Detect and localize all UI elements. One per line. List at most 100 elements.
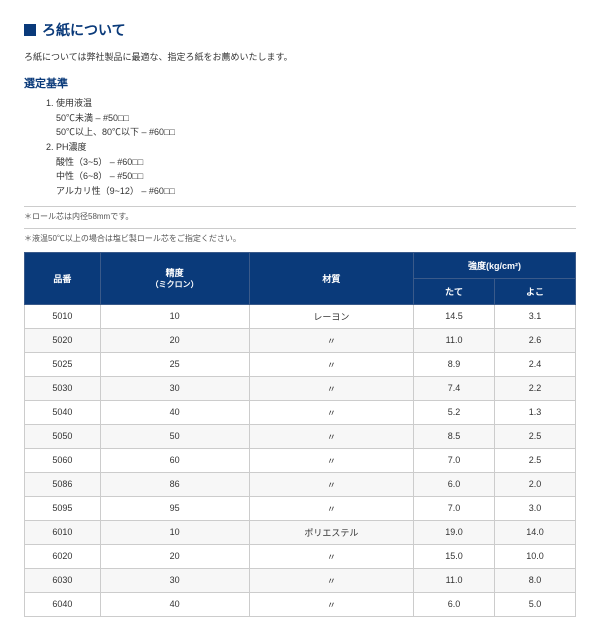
table-cell: 3.1 (495, 304, 576, 328)
table-cell: 30 (100, 376, 249, 400)
table-cell: 〃 (249, 496, 414, 520)
table-cell: 5.0 (495, 592, 576, 616)
table-cell: 6.0 (414, 472, 495, 496)
criteria-line: 50℃未満 – #50□□ (56, 111, 576, 125)
table-cell: 2.5 (495, 448, 576, 472)
table-cell: 2.5 (495, 424, 576, 448)
table-cell: 25 (100, 352, 249, 376)
criteria-item: PH濃度酸性（3~5） – #60□□中性（6~8） – #50□□アルカリ性（… (56, 141, 576, 198)
table-cell: 8.9 (414, 352, 495, 376)
table-cell: 86 (100, 472, 249, 496)
criteria-item: 使用液温50℃未満 – #50□□50℃以上、80℃以下 – #60□□ (56, 97, 576, 139)
table-cell: 6040 (25, 592, 101, 616)
th-strength-h: よこ (495, 278, 576, 304)
criteria-heading: 選定基準 (24, 75, 576, 91)
table-cell: 5040 (25, 400, 101, 424)
table-cell: 10 (100, 520, 249, 544)
table-cell: 3.0 (495, 496, 576, 520)
th-strength-v: たて (414, 278, 495, 304)
table-row: 603030〃11.08.0 (25, 568, 576, 592)
divider (24, 206, 576, 207)
table-cell: 5095 (25, 496, 101, 520)
table-cell: 5.2 (414, 400, 495, 424)
table-row: 504040〃5.21.3 (25, 400, 576, 424)
table-cell: 6010 (25, 520, 101, 544)
table-cell: 〃 (249, 328, 414, 352)
table-cell: 10.0 (495, 544, 576, 568)
table-row: 503030〃7.42.2 (25, 376, 576, 400)
table-cell: 20 (100, 544, 249, 568)
table-cell: 5060 (25, 448, 101, 472)
criteria-line: 50℃以上、80℃以下 – #60□□ (56, 125, 576, 139)
note-2: ＊液温50℃以上の場合は塩ビ製ロール芯をご指定ください。 (24, 233, 576, 244)
table-body: 501010レーヨン14.53.1502020〃11.02.6502525〃8.… (25, 304, 576, 616)
table-row: 502525〃8.92.4 (25, 352, 576, 376)
table-cell: 〃 (249, 592, 414, 616)
th-product: 品番 (25, 252, 101, 304)
table-cell: 〃 (249, 544, 414, 568)
table-cell: 2.6 (495, 328, 576, 352)
table-cell: 〃 (249, 352, 414, 376)
table-cell: 19.0 (414, 520, 495, 544)
divider (24, 228, 576, 229)
table-row: 501010レーヨン14.53.1 (25, 304, 576, 328)
table-cell: 7.0 (414, 496, 495, 520)
table-cell: 11.0 (414, 568, 495, 592)
table-cell: 30 (100, 568, 249, 592)
table-cell: 5086 (25, 472, 101, 496)
table-cell: 〃 (249, 424, 414, 448)
table-cell: 5025 (25, 352, 101, 376)
table-cell: レーヨン (249, 304, 414, 328)
table-cell: 8.0 (495, 568, 576, 592)
th-strength: 強度(kg/cm²) (414, 252, 576, 278)
table-cell: 5050 (25, 424, 101, 448)
table-cell: 6030 (25, 568, 101, 592)
table-cell: 〃 (249, 472, 414, 496)
note-1: ＊ロール芯は内径58mmです。 (24, 211, 576, 222)
table-cell: 11.0 (414, 328, 495, 352)
criteria-line: 酸性（3~5） – #60□□ (56, 155, 576, 169)
table-cell: 14.5 (414, 304, 495, 328)
table-cell: 2.0 (495, 472, 576, 496)
table-cell: 2.4 (495, 352, 576, 376)
table-cell: 〃 (249, 376, 414, 400)
table-cell: 20 (100, 328, 249, 352)
table-cell: 5030 (25, 376, 101, 400)
table-row: 602020〃15.010.0 (25, 544, 576, 568)
table-cell: 95 (100, 496, 249, 520)
table-cell: 50 (100, 424, 249, 448)
table-cell: 10 (100, 304, 249, 328)
table-cell: 6.0 (414, 592, 495, 616)
table-cell: 1.3 (495, 400, 576, 424)
table-cell: 15.0 (414, 544, 495, 568)
table-row: 505050〃8.52.5 (25, 424, 576, 448)
title-square-icon (24, 24, 36, 36)
table-cell: 8.5 (414, 424, 495, 448)
table-cell: ポリエステル (249, 520, 414, 544)
table-row: 508686〃6.02.0 (25, 472, 576, 496)
table-cell: 7.4 (414, 376, 495, 400)
criteria-list: 使用液温50℃未満 – #50□□50℃以上、80℃以下 – #60□□PH濃度… (24, 97, 576, 198)
table-cell: 7.0 (414, 448, 495, 472)
intro-text: ろ紙については弊社製品に最適な、指定ろ紙をお薦めいたします。 (24, 50, 576, 63)
th-material: 材質 (249, 252, 414, 304)
th-precision-label: 精度 (166, 268, 184, 278)
criteria-line: アルカリ性（9~12） – #60□□ (56, 184, 576, 198)
table-row: 502020〃11.02.6 (25, 328, 576, 352)
table-cell: 〃 (249, 568, 414, 592)
table-cell: 40 (100, 400, 249, 424)
criteria-line: 中性（6~8） – #50□□ (56, 169, 576, 183)
table-cell: 60 (100, 448, 249, 472)
table-cell: 40 (100, 592, 249, 616)
page-title-row: ろ紙について (24, 20, 576, 40)
table-row: 604040〃6.05.0 (25, 592, 576, 616)
table-cell: 5020 (25, 328, 101, 352)
spec-table: 品番 精度 （ミクロン） 材質 強度(kg/cm²) たて よこ 501010レ… (24, 252, 576, 617)
page-title: ろ紙について (42, 20, 126, 40)
table-cell: 2.2 (495, 376, 576, 400)
th-precision-sub: （ミクロン） (105, 279, 245, 290)
th-precision: 精度 （ミクロン） (100, 252, 249, 304)
table-cell: 14.0 (495, 520, 576, 544)
table-cell: 6020 (25, 544, 101, 568)
table-row: 509595〃7.03.0 (25, 496, 576, 520)
